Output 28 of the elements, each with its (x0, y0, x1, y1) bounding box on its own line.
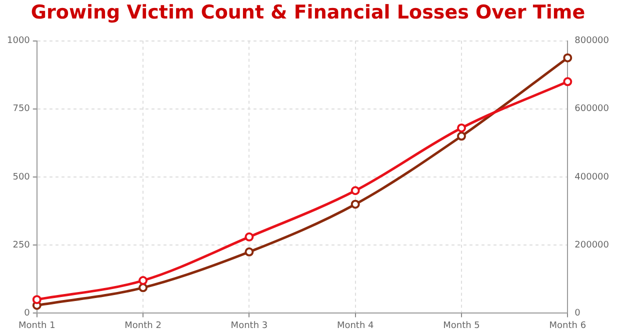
x-tick-label: Month 3 (230, 320, 268, 331)
point (244, 232, 254, 242)
point (138, 283, 148, 292)
x-tick-label: Month 4 (336, 320, 374, 331)
x-tick-label: Month 1 (18, 320, 56, 331)
x-tick-label: Month 2 (124, 320, 162, 331)
point (244, 247, 254, 256)
chart-title: Growing Victim Count & Financial Losses Over Time (30, 1, 586, 24)
point (350, 186, 360, 196)
y-tick-label: 0 (24, 308, 30, 319)
y-tick-label: 750 (12, 104, 30, 114)
point (563, 53, 572, 62)
point (563, 77, 572, 86)
point (350, 200, 360, 209)
y-tick-label: 1000 (7, 36, 30, 46)
point (456, 123, 466, 132)
y2-tick-label: 800000 (574, 36, 610, 46)
x-tick-label: Month 5 (443, 320, 480, 331)
point (32, 295, 42, 304)
x-tick-label: Month 6 (549, 320, 586, 331)
point (456, 132, 466, 141)
y2-tick-label: 400000 (574, 172, 610, 182)
y-tick-label: 250 (12, 240, 30, 250)
y2-tick-label: 600000 (574, 104, 610, 114)
point (138, 276, 148, 286)
y-tick-label: 500 (12, 172, 30, 182)
y2-tick-label: 0 (574, 308, 581, 319)
y2-tick-label: 200000 (574, 240, 610, 250)
